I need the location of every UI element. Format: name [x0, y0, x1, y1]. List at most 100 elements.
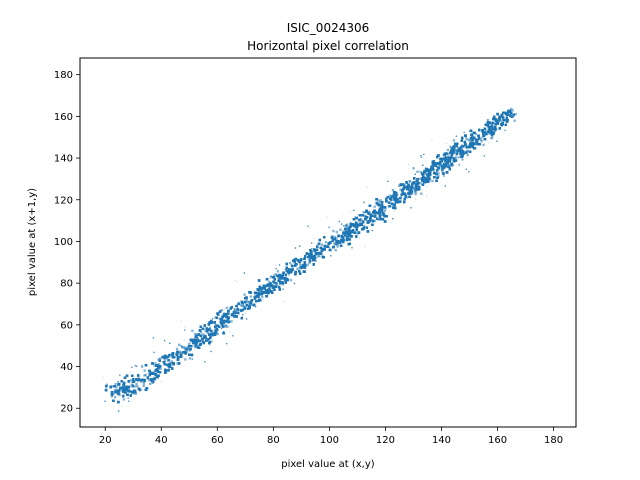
scatter-point	[184, 329, 186, 331]
scatter-point	[220, 309, 223, 312]
scatter-point	[345, 224, 348, 227]
scatter-point	[223, 331, 225, 333]
scatter-point	[152, 337, 155, 339]
scatter-point	[463, 131, 465, 133]
scatter-point	[445, 142, 448, 144]
scatter-point	[166, 372, 168, 374]
scatter-point	[441, 157, 444, 160]
scatter-point	[339, 228, 342, 231]
scatter-point	[473, 138, 477, 141]
scatter-point	[232, 335, 234, 337]
scatter-point	[328, 226, 330, 228]
scatter-point	[225, 306, 229, 309]
scatter-point	[278, 264, 281, 266]
scatter-point	[449, 145, 451, 148]
scatter-point	[431, 139, 433, 141]
scatter-point	[119, 374, 121, 376]
scatter-point	[483, 155, 485, 157]
scatter-point	[458, 156, 460, 159]
scatter-point	[364, 212, 366, 214]
scatter-point	[423, 153, 425, 155]
scatter-point	[232, 335, 234, 337]
scatter-point	[426, 185, 428, 187]
scatter-point	[363, 201, 365, 203]
scatter-point	[117, 381, 119, 383]
scatter-point	[229, 312, 231, 315]
scatter-point	[241, 304, 244, 308]
scatter-point	[403, 184, 406, 187]
scatter-point	[423, 153, 425, 155]
scatter-point	[468, 171, 470, 173]
scatter-point	[343, 225, 345, 227]
scatter-point	[117, 381, 119, 383]
scatter-point	[443, 175, 445, 177]
scatter-point	[169, 342, 171, 344]
scatter-point	[387, 180, 389, 182]
scatter-point	[353, 209, 355, 211]
scatter-point	[127, 397, 129, 399]
scatter-point	[324, 240, 328, 244]
scatter-point	[468, 139, 472, 143]
scatter-point	[420, 156, 423, 158]
scatter-point	[328, 246, 330, 248]
scatter-point	[182, 347, 184, 349]
scatter-point	[204, 329, 207, 333]
scatter-point	[468, 171, 470, 173]
scatter-point	[363, 201, 365, 203]
scatter-point	[181, 345, 183, 348]
scatter-point	[161, 381, 163, 383]
scatter-point	[419, 182, 422, 185]
scatter-point	[152, 337, 155, 339]
scatter-point	[119, 374, 121, 376]
scatter-point	[422, 164, 424, 166]
scatter-point	[148, 382, 152, 386]
scatter-point	[284, 268, 286, 270]
scatter-point	[133, 385, 136, 388]
scatter-point	[465, 168, 467, 170]
scatter-point	[212, 318, 214, 320]
scatter-point	[332, 229, 335, 233]
scatter-point	[424, 172, 427, 175]
scatter-point	[358, 237, 361, 239]
scatter-point	[180, 351, 183, 354]
scatter-point	[379, 201, 382, 204]
scatter-point	[351, 247, 353, 249]
scatter-point	[248, 300, 250, 303]
scatter-point	[483, 155, 485, 157]
scatter-point	[307, 225, 309, 227]
scatter-point	[342, 230, 346, 233]
scatter-point	[444, 185, 446, 187]
scatter-point	[288, 261, 292, 265]
scatter-point	[455, 135, 457, 137]
scatter-point	[153, 351, 155, 353]
scatter-point	[294, 247, 297, 249]
scatter-point	[379, 199, 382, 202]
scatter-point	[387, 180, 389, 182]
scatter-point	[351, 247, 353, 249]
scatter-point	[212, 318, 214, 320]
scatter-point	[249, 295, 253, 298]
scatter-point	[483, 155, 485, 157]
scatter-point	[455, 135, 457, 137]
scatter-point	[153, 364, 156, 367]
scatter-point	[458, 156, 460, 159]
scatter-point	[275, 268, 277, 270]
scatter-point	[311, 248, 313, 250]
scatter-point	[330, 255, 332, 257]
scatter-point	[181, 345, 183, 348]
scatter-point	[191, 329, 194, 333]
scatter-point	[438, 167, 441, 171]
scatter-point	[377, 199, 380, 202]
scatter-point	[423, 153, 425, 155]
scatter-point	[110, 395, 113, 398]
scatter-point	[142, 384, 145, 388]
scatter-point	[420, 192, 423, 195]
scatter-point	[437, 172, 440, 175]
scatter-point	[497, 120, 501, 124]
scatter-point	[135, 385, 139, 388]
scatter-point	[299, 245, 301, 247]
scatter-point	[330, 255, 332, 257]
scatter-point	[278, 264, 281, 266]
scatter-point	[392, 218, 394, 220]
scatter-point	[334, 249, 337, 252]
